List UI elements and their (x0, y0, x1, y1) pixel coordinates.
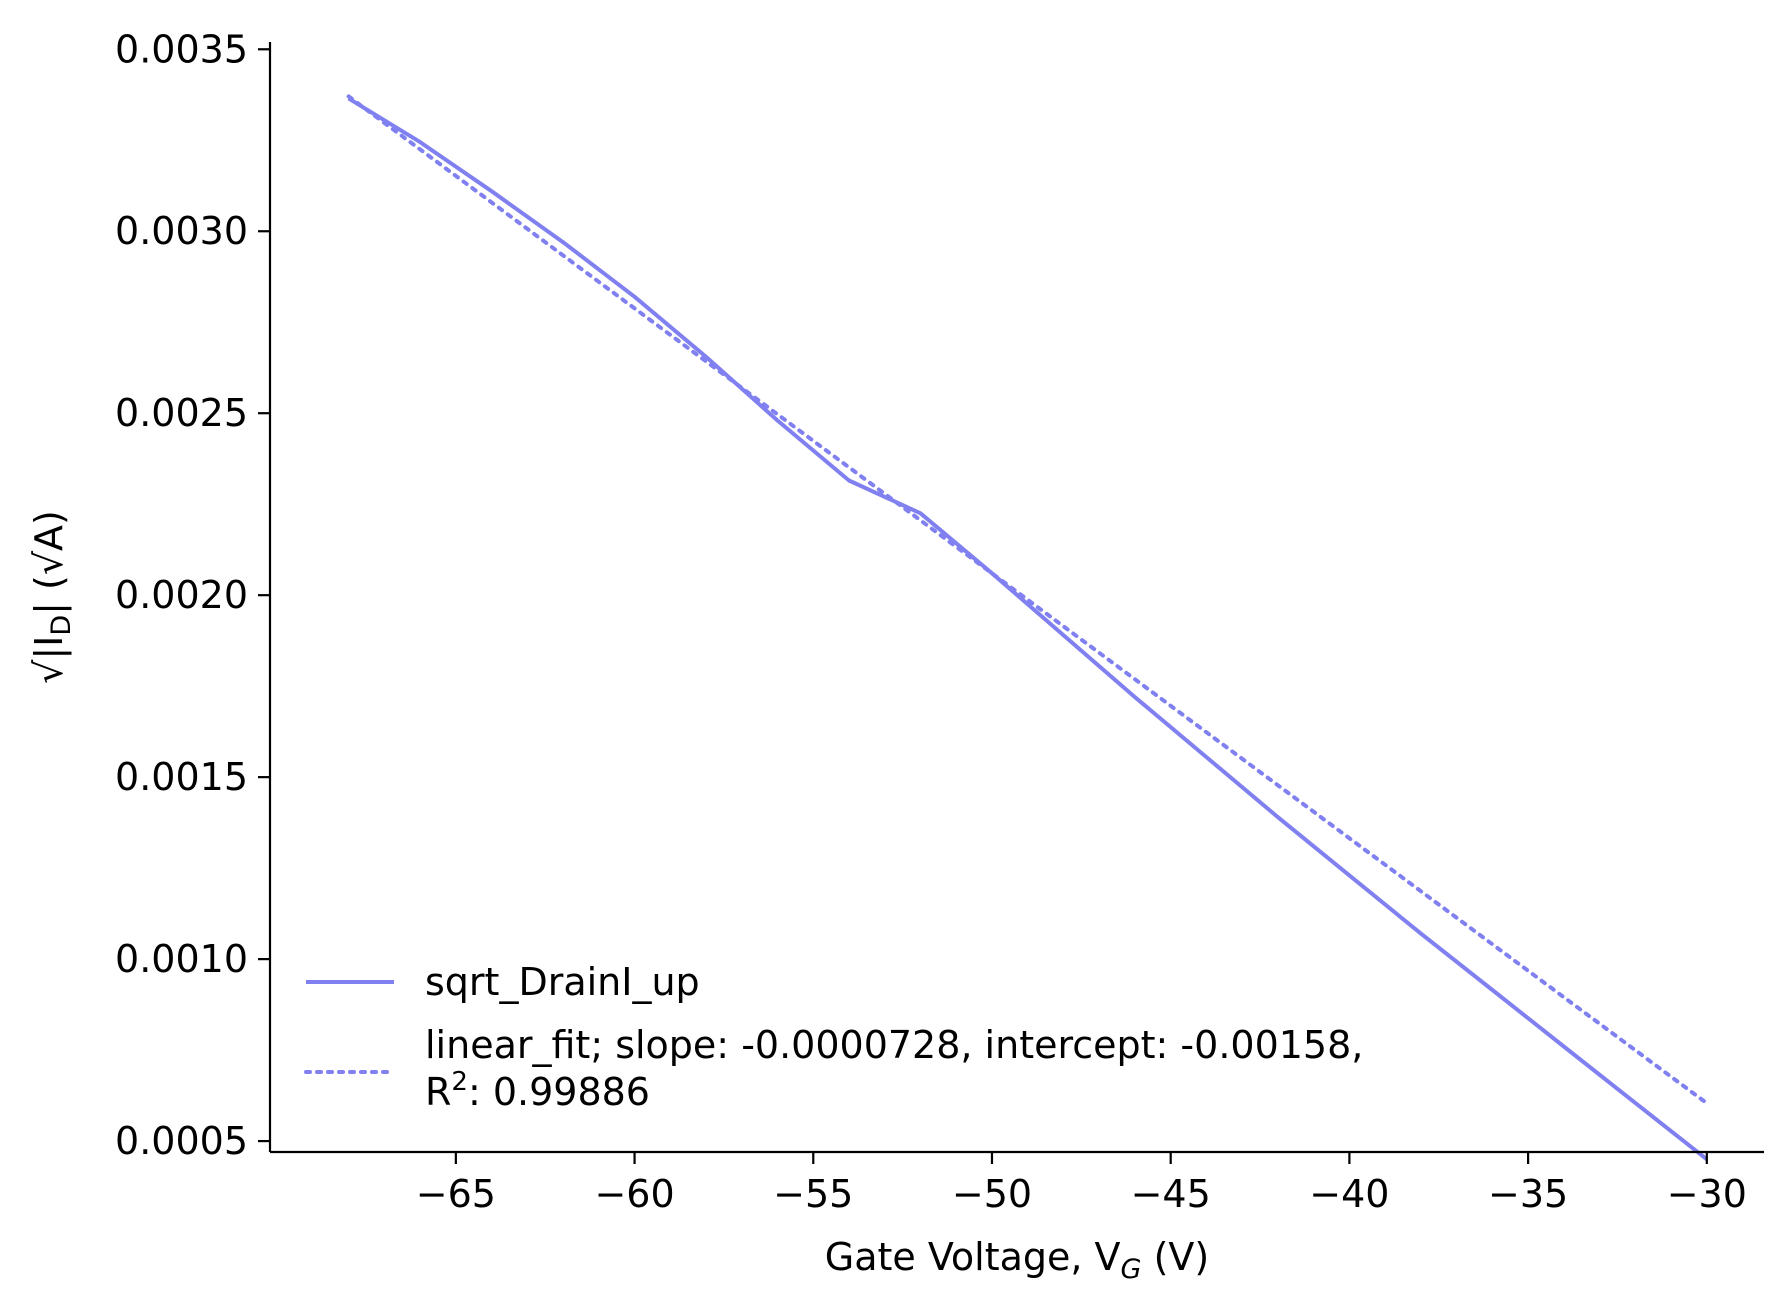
x-tick-label: −30 (1667, 1172, 1747, 1216)
y-tick-label: 0.0035 (115, 27, 248, 71)
x-tick-label: −65 (416, 1172, 496, 1216)
linear-fit-line (346, 94, 1709, 1106)
legend: sqrt_DrainI_up linear_fit; slope: -0.000… (304, 960, 1363, 1114)
y-ticks: 0.0005 0.0010 0.0015 0.0020 0.0025 0.0030 0.00… (115, 27, 270, 1163)
y-tick-label: 0.0015 (115, 755, 248, 799)
x-axis-label: Gate Voltage, VG (V) (825, 1235, 1209, 1285)
axes-layer (268, 42, 1764, 1154)
legend-label-fit-line2: R2: 0.99886 (425, 1067, 650, 1114)
x-tick-label: −60 (594, 1172, 674, 1216)
data-series-line (347, 96, 1709, 1161)
y-tick-label: 0.0025 (115, 391, 248, 435)
y-tick-label: 0.0030 (115, 209, 248, 253)
x-ticks: −65 −60 −55 −50 −45 −40 −35 −30 (416, 1152, 1747, 1216)
legend-label-fit-line1: linear_fit; slope: -0.0000728, intercept… (425, 1023, 1363, 1067)
series-layer (346, 94, 1709, 1161)
x-tick-label: −45 (1131, 1172, 1211, 1216)
y-tick-label: 0.0005 (115, 1119, 248, 1163)
x-tick-label: −40 (1309, 1172, 1389, 1216)
y-axis-label: √|ID| (√A) (27, 510, 77, 684)
x-tick-label: −35 (1488, 1172, 1568, 1216)
legend-label-data: sqrt_DrainI_up (425, 960, 700, 1004)
x-tick-label: −55 (773, 1172, 853, 1216)
y-tick-label: 0.0010 (115, 937, 248, 981)
y-tick-label: 0.0020 (115, 573, 248, 617)
x-tick-label: −50 (952, 1172, 1032, 1216)
